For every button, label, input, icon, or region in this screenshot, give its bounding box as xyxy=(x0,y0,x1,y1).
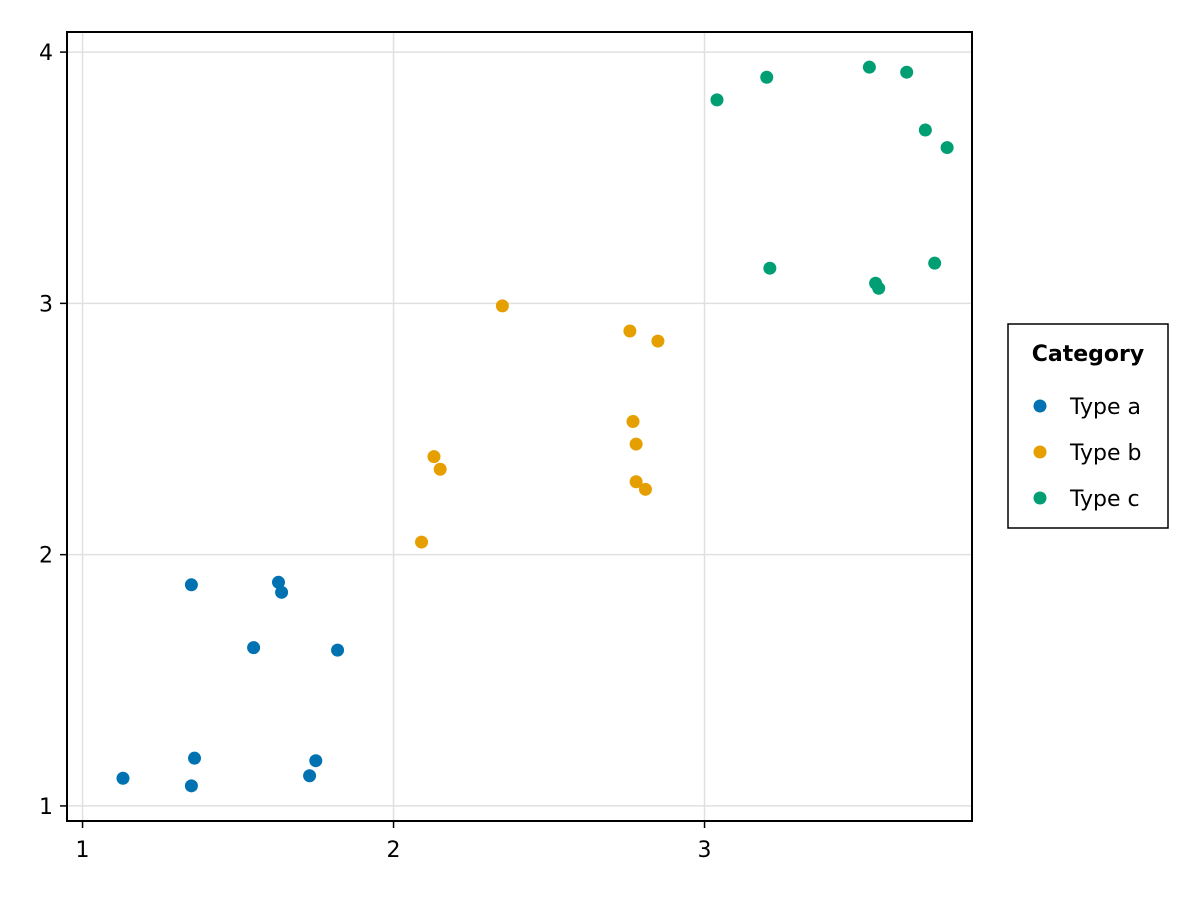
data-point xyxy=(629,475,643,489)
data-point xyxy=(862,60,876,74)
legend-title: Category xyxy=(1032,342,1144,367)
data-point xyxy=(623,324,637,338)
legend-marker xyxy=(1033,399,1047,413)
legend-items: Type a Type b Type c xyxy=(1033,395,1142,512)
data-point xyxy=(918,123,932,137)
legend-label: Type b xyxy=(1069,441,1142,466)
x-tick-label: 2 xyxy=(387,838,401,863)
data-points xyxy=(116,60,954,793)
plot-frame xyxy=(66,31,973,822)
data-point xyxy=(331,643,345,657)
data-point xyxy=(415,535,429,549)
data-point xyxy=(275,585,289,599)
legend-label: Type a xyxy=(1069,395,1141,420)
data-point xyxy=(638,482,652,496)
legend-label: Type c xyxy=(1069,487,1140,512)
legend: Category Type a Type b Type c xyxy=(1007,323,1169,529)
y-tick-label: 3 xyxy=(39,292,53,317)
axes: 1 2 3 1 2 3 4 xyxy=(39,41,712,863)
data-point xyxy=(188,751,202,765)
data-point xyxy=(629,437,643,451)
data-point xyxy=(928,256,942,270)
y-tick-label: 1 xyxy=(39,795,53,820)
x-tick-label: 3 xyxy=(698,838,712,863)
y-tick-label: 2 xyxy=(39,544,53,569)
legend-marker xyxy=(1033,445,1047,459)
data-point xyxy=(763,261,777,275)
data-point xyxy=(872,281,886,295)
data-point xyxy=(626,414,640,428)
x-tick-label: 1 xyxy=(76,838,90,863)
data-point xyxy=(940,141,954,155)
data-point xyxy=(309,754,323,768)
data-point xyxy=(247,641,261,655)
grid-lines xyxy=(67,32,972,821)
data-point xyxy=(651,334,665,348)
legend-marker xyxy=(1033,491,1047,505)
data-point xyxy=(495,299,509,313)
data-point xyxy=(184,779,198,793)
y-tick-label: 4 xyxy=(39,41,53,66)
data-point xyxy=(900,65,914,79)
data-point xyxy=(116,771,130,785)
data-point xyxy=(710,93,724,107)
data-point xyxy=(303,769,317,783)
data-point xyxy=(427,450,441,464)
data-point xyxy=(271,575,285,589)
data-point xyxy=(184,578,198,592)
data-point xyxy=(760,70,774,84)
legend-box xyxy=(1007,323,1169,529)
data-point xyxy=(433,462,447,476)
